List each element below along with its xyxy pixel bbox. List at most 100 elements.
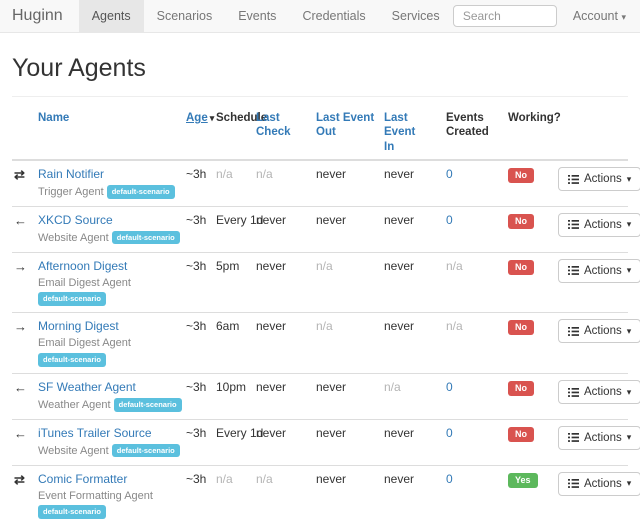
actions-button-label: Actions — [584, 325, 622, 338]
chevron-down-icon: ▾ — [626, 173, 632, 184]
agent-type-line: Weather Agent default-scenario — [38, 396, 182, 413]
agent-type-line: Event Formatting Agent default-scenario — [38, 488, 182, 520]
agent-type-line: Email Digest Agent default-scenario — [38, 275, 182, 307]
last-check-cell: never — [252, 312, 312, 374]
events-created-cell: 0 — [442, 464, 504, 525]
nav-item-services[interactable]: Services — [391, 9, 440, 23]
working-cell: No — [504, 251, 554, 313]
events-created-link[interactable]: 0 — [446, 380, 453, 395]
schedule-cell: 5pm — [212, 251, 252, 313]
last-event-in-cell: never — [380, 205, 442, 253]
last-event-in-cell: never — [380, 312, 442, 374]
scenario-badge[interactable]: default-scenario — [38, 292, 106, 306]
column-sort-link[interactable]: Name — [38, 112, 70, 124]
scenario-badge[interactable]: default-scenario — [113, 398, 182, 412]
scenario-badge[interactable]: default-scenario — [111, 443, 180, 458]
last-event-in-cell: n/a — [380, 373, 442, 420]
actions-button[interactable]: Actions ▾ — [558, 212, 640, 237]
actions-column-header — [554, 103, 628, 162]
scenario-badge[interactable]: default-scenario — [111, 230, 180, 245]
agent-name-link[interactable]: SF Weather Agent — [38, 380, 136, 395]
working-status-badge: No — [508, 213, 534, 229]
agent-type-label: Email Digest Agent — [38, 337, 131, 350]
list-icon — [568, 433, 579, 443]
agents-table: Name Age ▾ Schedule Last Check Last Event Out… — [12, 103, 640, 525]
working-status-badge: No — [508, 168, 534, 184]
events-created-link[interactable]: 0 — [446, 212, 453, 227]
agent-name-link[interactable]: XKCD Source — [38, 212, 113, 227]
chevron-down-icon: ▾ — [626, 325, 632, 336]
column-header-last-event-out: Last Event Out — [312, 103, 380, 162]
agent-name-link[interactable]: iTunes Trailer Source — [38, 425, 152, 440]
working-status-badge: Yes — [508, 472, 538, 488]
chevron-down-icon: ▾ — [626, 265, 632, 276]
agent-name-link[interactable]: Morning Digest — [38, 319, 119, 334]
column-header-working: Working? — [504, 103, 561, 162]
last-event-out-cell: never — [312, 464, 380, 525]
last-check-cell: never — [252, 418, 312, 466]
actions-button-label: Actions — [584, 477, 622, 490]
working-cell: No — [504, 159, 554, 207]
last-check-cell: n/a — [252, 159, 312, 207]
chevron-down-icon: ▾ — [626, 432, 632, 443]
events-created-link[interactable]: 0 — [446, 167, 453, 182]
chevron-down-icon: ▾ — [626, 478, 632, 489]
working-status-badge: No — [508, 259, 534, 275]
events-created-cell: 0 — [442, 159, 504, 207]
actions-button[interactable]: Actions ▾ — [558, 258, 640, 283]
actions-button[interactable]: Actions ▾ — [558, 167, 640, 192]
column-sort-link[interactable]: Last Check — [256, 112, 291, 139]
working-cell: No — [504, 418, 554, 466]
table-row: → Afternoon Digest Email Digest Agent defa… — [12, 251, 640, 313]
navbar: Huginn Agents Scenarios Events Credentials S… — [0, 0, 640, 33]
chevron-down-icon: ▾ — [626, 219, 632, 230]
events-created-value: n/a — [446, 319, 463, 334]
actions-button[interactable]: Actions ▾ — [558, 425, 640, 450]
agent-type-line: Website Agent default-scenario — [38, 229, 182, 246]
scenario-badge[interactable]: default-scenario — [38, 353, 106, 367]
scenario-badge[interactable]: default-scenario — [38, 505, 106, 519]
actions-button-label: Actions — [584, 264, 622, 277]
exchange-icon: ⇄ — [14, 471, 25, 487]
actions-button[interactable]: Actions ▾ — [558, 471, 640, 496]
navbar-right: Account ▾ — [452, 0, 640, 32]
nav-item-agents[interactable]: Agents — [78, 0, 144, 32]
table-row: ← XKCD Source Website Agent default-scenar… — [12, 205, 640, 253]
scenario-badge[interactable]: default-scenario — [106, 185, 175, 199]
last-event-in-cell: never — [380, 159, 442, 207]
nav-item-events[interactable]: Events — [238, 9, 277, 23]
column-sort-link[interactable]: Last Event In — [384, 112, 416, 153]
table-row: ← iTunes Trailer Source Website Agent defa… — [12, 418, 640, 466]
agent-type-label: Website Agent — [38, 231, 112, 244]
account-menu[interactable]: Account ▾ — [573, 9, 626, 23]
last-check-cell: never — [252, 205, 312, 253]
working-cell: No — [504, 312, 554, 374]
icon-column-header — [12, 103, 34, 162]
list-icon — [568, 479, 579, 489]
agent-name-link[interactable]: Comic Formatter — [38, 471, 128, 486]
column-sort-link[interactable]: Age — [186, 112, 208, 124]
events-created-link[interactable]: 0 — [446, 425, 453, 440]
page-title: Your Agents — [12, 54, 628, 97]
chevron-down-icon: ▾ — [621, 12, 626, 22]
actions-button[interactable]: Actions ▾ — [558, 319, 640, 344]
last-check-cell: n/a — [252, 464, 312, 525]
last-event-out-cell: never — [312, 373, 380, 420]
nav-item-scenarios[interactable]: Scenarios — [156, 9, 213, 23]
schedule-cell: 10pm — [212, 373, 252, 420]
list-icon — [568, 220, 579, 230]
working-status-badge: No — [508, 320, 534, 336]
search-input[interactable] — [452, 5, 557, 27]
agent-name-link[interactable]: Afternoon Digest — [38, 258, 128, 273]
column-sort-link[interactable]: Last Event Out — [316, 112, 375, 139]
events-created-cell: 0 — [442, 418, 504, 466]
brand-link[interactable]: Huginn — [12, 7, 63, 24]
schedule-cell: n/a — [212, 464, 252, 525]
events-created-link[interactable]: 0 — [446, 471, 453, 486]
nav-item-credentials[interactable]: Credentials — [302, 9, 366, 23]
main-content: Your Agents Name Age ▾ Schedule Last Check La… — [0, 54, 640, 525]
agent-name-link[interactable]: Rain Notifier — [38, 167, 105, 182]
actions-button[interactable]: Actions ▾ — [558, 380, 640, 405]
sort-caret-icon: ▾ — [209, 113, 215, 123]
age-cell: ~3h — [182, 205, 212, 253]
